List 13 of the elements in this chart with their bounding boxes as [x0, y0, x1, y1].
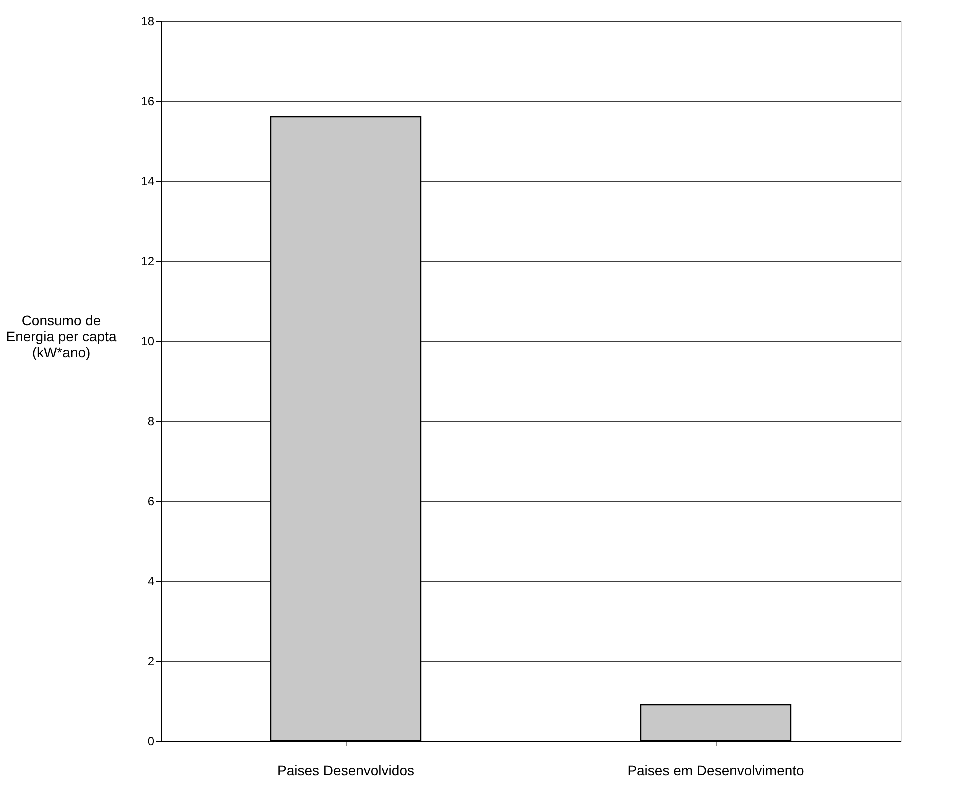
y-tick-label: 2	[148, 654, 155, 668]
y-tick-label: 8	[148, 414, 155, 428]
x-tick-label: Paises em Desenvolvimento	[628, 762, 805, 778]
y-tick-label: 16	[141, 94, 155, 108]
y-tick-label: 12	[141, 254, 155, 268]
y-tick-label: 18	[141, 14, 155, 28]
y-tick-label: 6	[148, 494, 155, 508]
y-tick-label: 0	[148, 734, 155, 748]
x-tick-label: Paises Desenvolvidos	[278, 762, 414, 778]
y-axis-title: Consumo de Energia per capta (kW*ano)	[6, 312, 117, 360]
y-tick-label: 4	[148, 574, 155, 588]
y-tick-label: 10	[141, 334, 155, 348]
y-tick-label: 14	[141, 174, 155, 188]
